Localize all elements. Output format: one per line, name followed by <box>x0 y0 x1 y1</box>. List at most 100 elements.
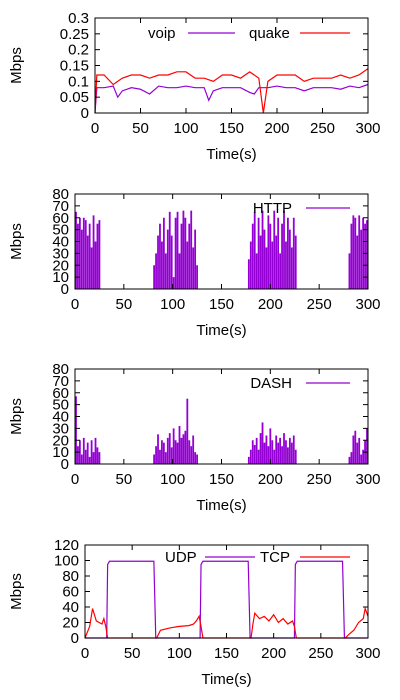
x-tick-label: 150 <box>214 645 239 662</box>
x-tick-label: 300 <box>355 645 380 662</box>
bar-mark <box>162 442 165 465</box>
bar-mark <box>190 446 193 464</box>
bar-mark <box>281 223 283 289</box>
series-dash <box>75 396 368 465</box>
bar-mark <box>168 211 171 289</box>
bar-mark <box>172 277 175 290</box>
y-tick-label: 70 <box>52 198 69 215</box>
bar-mark <box>90 247 93 289</box>
bar-mark <box>271 440 274 464</box>
x-tick-label: 100 <box>173 120 198 137</box>
bar-mark <box>155 253 157 290</box>
bar-mark <box>174 217 177 289</box>
y-tick-label: 120 <box>54 537 79 554</box>
bar-mark <box>184 217 187 289</box>
series-line-quake <box>94 68 369 114</box>
bar-mark <box>354 217 357 289</box>
y-tick-label: 0 <box>61 281 69 298</box>
x-tick-label: 50 <box>115 296 132 313</box>
y-axis-label: Mbps <box>8 573 25 610</box>
bar-mark <box>166 229 169 290</box>
y-tick-label: 0.2 <box>68 42 89 59</box>
bar-mark <box>164 253 167 290</box>
x-tick-label: 0 <box>91 120 99 137</box>
bar-mark <box>364 223 366 289</box>
y-tick-label: 40 <box>52 409 69 426</box>
y-tick-label: 0.3 <box>68 10 89 27</box>
bar-mark <box>182 434 185 464</box>
y-tick-label: 30 <box>52 245 69 262</box>
bar-mark <box>255 437 258 465</box>
bar-mark <box>294 449 297 464</box>
bar-mark <box>253 445 256 464</box>
bar-mark <box>356 442 359 465</box>
bar-mark <box>283 433 285 465</box>
x-tick-label: 0 <box>71 296 79 313</box>
bar-mark <box>265 247 268 289</box>
bar-mark <box>273 210 276 290</box>
bar-mark <box>290 442 293 465</box>
bar-mark <box>366 428 368 465</box>
bar-mark <box>279 437 281 465</box>
y-tick-label: 80 <box>62 568 79 585</box>
bar-mark <box>90 440 93 464</box>
x-tick-label: 300 <box>355 296 380 313</box>
y-tick-label: 80 <box>52 361 69 378</box>
y-tick-label: 30 <box>52 420 69 437</box>
bar-mark <box>285 241 287 289</box>
x-tick-label: 200 <box>258 296 283 313</box>
bar-mark <box>354 430 357 464</box>
legend-label-udp: UDP <box>165 549 197 566</box>
x-axis-label: Time(s) <box>196 322 246 339</box>
bar-mark <box>277 217 280 289</box>
x-tick-label: 150 <box>209 471 234 488</box>
x-tick-label: 0 <box>71 471 79 488</box>
bar-mark <box>253 211 256 289</box>
y-tick-label: 60 <box>52 210 69 227</box>
x-tick-label: 100 <box>160 471 185 488</box>
bar-mark <box>159 223 161 289</box>
bar-mark <box>259 433 262 465</box>
x-tick-label: 50 <box>124 645 141 662</box>
bar-mark <box>77 223 79 289</box>
bar-mark <box>249 449 252 464</box>
x-axis-label: Time(s) <box>201 671 251 688</box>
y-tick-label: 20 <box>52 257 69 274</box>
bar-mark <box>288 229 291 290</box>
bar-mark <box>176 442 179 465</box>
bar-mark <box>92 215 95 290</box>
bar-mark <box>84 449 87 464</box>
bar-mark <box>350 452 353 465</box>
bar-mark <box>277 442 280 465</box>
bar-mark <box>196 454 198 464</box>
bar-mark <box>94 437 97 465</box>
bar-mark <box>263 442 266 465</box>
bar-mark <box>360 454 363 464</box>
bar-mark <box>161 440 163 464</box>
y-tick-label: 80 <box>52 186 69 203</box>
bar-mark <box>261 422 264 464</box>
bar-mark <box>287 447 289 465</box>
y-tick-label: 60 <box>62 584 79 601</box>
bar-mark <box>96 223 99 289</box>
plot-frame <box>84 544 369 639</box>
bar-mark <box>269 223 272 289</box>
y-tick-label: 50 <box>52 397 69 414</box>
series-http <box>75 210 368 290</box>
bar-mark <box>271 241 274 289</box>
bar-mark <box>176 211 179 289</box>
bar-mark <box>88 456 91 465</box>
bar-mark <box>192 247 195 289</box>
bar-mark <box>360 229 363 290</box>
y-tick-label: 60 <box>52 385 69 402</box>
chart-panel-1: 00.050.10.150.20.250.3 0 50 100 150 200 250 300… <box>8 10 381 163</box>
bar-mark <box>178 426 181 464</box>
x-tick-label: 100 <box>160 296 185 313</box>
bar-mark <box>279 253 281 290</box>
bar-mark <box>281 446 283 464</box>
bar-mark <box>251 223 254 289</box>
plot-frame <box>94 17 369 114</box>
y-tick-label: 0 <box>71 630 79 647</box>
bar-mark <box>186 241 189 289</box>
